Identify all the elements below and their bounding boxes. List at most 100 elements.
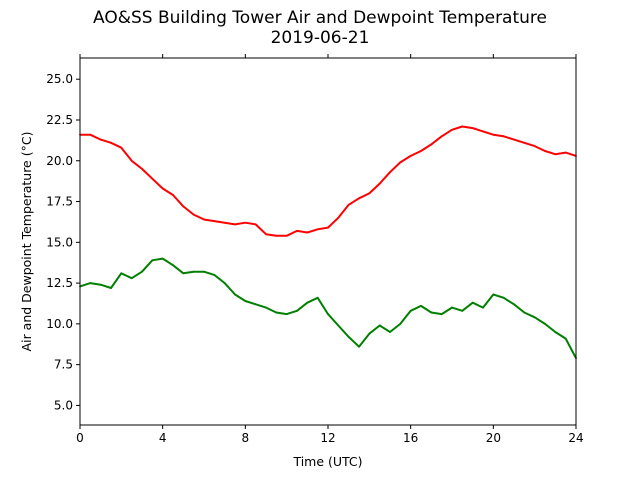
series-1-point	[285, 313, 288, 315]
series-0-point	[265, 233, 267, 236]
series-0-point	[182, 205, 185, 208]
y-tick-label: 12.5	[46, 276, 73, 290]
y-tick-label: 22.5	[46, 113, 73, 127]
series-0-point	[564, 151, 567, 154]
series-1-point	[316, 296, 319, 299]
series-1-point	[430, 311, 433, 314]
x-tick-label: 8	[242, 431, 250, 445]
series-1-point	[482, 306, 484, 309]
series-1-point	[99, 283, 102, 286]
series-0-point	[120, 146, 123, 149]
series-0-point	[368, 192, 371, 195]
series-1-point	[151, 259, 154, 262]
y-tick-label: 25.0	[46, 72, 73, 86]
x-tick-label: 20	[486, 431, 501, 445]
series-1-point	[523, 311, 526, 314]
series-0-point	[203, 218, 205, 221]
series-0-point	[461, 125, 464, 128]
series-1-point	[368, 332, 371, 335]
series-1-point	[502, 296, 505, 299]
series-1-point	[409, 309, 412, 312]
series-1-point	[554, 331, 557, 333]
series-0-point	[234, 223, 236, 226]
series-0-point	[420, 150, 422, 152]
series-0-point	[399, 161, 402, 164]
series-0-point	[110, 141, 112, 144]
series-0-point	[471, 127, 474, 130]
y-axis-label: Air and Dewpoint Temperature (°C)	[19, 132, 34, 352]
series-0-point	[192, 213, 195, 216]
series-0-point	[285, 234, 288, 237]
series-1-point	[347, 336, 350, 338]
series-0-point	[337, 216, 340, 219]
series-1-point	[172, 264, 174, 267]
series-1-point	[513, 303, 515, 306]
series-0-point	[482, 130, 484, 133]
series-1-point	[223, 282, 226, 284]
series-layer	[79, 125, 577, 360]
y-tick-label: 15.0	[46, 235, 73, 249]
series-1-point	[461, 309, 464, 312]
series-0-point	[502, 135, 505, 138]
series-1-point	[420, 305, 422, 307]
series-0-point	[544, 150, 546, 152]
series-0-point	[409, 154, 412, 157]
series-1-point	[192, 270, 195, 273]
chart-subtitle: 2019-06-21	[270, 28, 370, 48]
y-tick-label: 5.0	[54, 398, 73, 412]
series-1-point	[492, 293, 495, 296]
plot-frame	[79, 57, 577, 426]
series-0-point	[275, 234, 278, 237]
series-1-point	[296, 309, 298, 312]
series-0-point	[327, 226, 329, 229]
series-0-point	[389, 171, 391, 174]
y-tick-label: 7.5	[54, 358, 73, 372]
series-1-point	[130, 277, 133, 280]
series-1-point	[234, 293, 236, 296]
series-1-point	[275, 311, 278, 314]
series-0-point	[151, 177, 154, 180]
series-0-point	[440, 135, 443, 138]
series-1-point	[378, 324, 381, 327]
series-0-point	[523, 141, 526, 144]
x-tick-label: 24	[568, 431, 583, 445]
series-0-line	[80, 125, 577, 237]
series-1-point	[254, 303, 257, 306]
series-1-point	[327, 313, 329, 315]
series-0-point	[492, 133, 495, 136]
series-1-point	[244, 300, 247, 302]
series-0-point	[513, 138, 515, 141]
ticks-layer: 0 4 8 12 16 20 24 5.0 7.5 10.0 12.5 15.0 17.5 20.0 22.…	[46, 54, 584, 445]
series-0-point	[223, 221, 226, 224]
series-0-point	[99, 138, 102, 141]
series-0-point	[306, 231, 309, 234]
y-tick-label: 20.0	[46, 154, 73, 168]
x-tick-label: 12	[320, 431, 335, 445]
series-0-point	[358, 197, 360, 200]
series-0-point	[554, 153, 557, 156]
x-tick-label: 16	[403, 431, 418, 445]
series-0-point	[347, 203, 350, 206]
series-0-point	[533, 145, 536, 147]
series-1-point	[306, 301, 309, 304]
y-tick-label: 10.0	[46, 317, 73, 331]
x-tick-label: 0	[76, 431, 84, 445]
series-1-point	[120, 272, 123, 275]
series-1-line	[79, 257, 577, 359]
series-1-point	[451, 306, 453, 309]
series-1-point	[89, 282, 92, 284]
series-1-point	[161, 257, 164, 260]
chart-title: AO&SS Building Tower Air and Dewpoint Te…	[92, 8, 547, 28]
series-0-point	[141, 168, 143, 170]
series-1-point	[389, 331, 391, 333]
series-0-point	[161, 187, 164, 190]
series-0-point	[130, 159, 133, 162]
series-1-point	[440, 313, 443, 315]
series-1-point	[399, 322, 402, 325]
series-0-point	[244, 221, 247, 224]
series-1-point	[564, 337, 567, 340]
series-0-point	[89, 133, 92, 136]
series-1-point	[141, 270, 143, 273]
y-tick-label: 17.5	[46, 195, 73, 209]
series-0	[79, 125, 577, 237]
